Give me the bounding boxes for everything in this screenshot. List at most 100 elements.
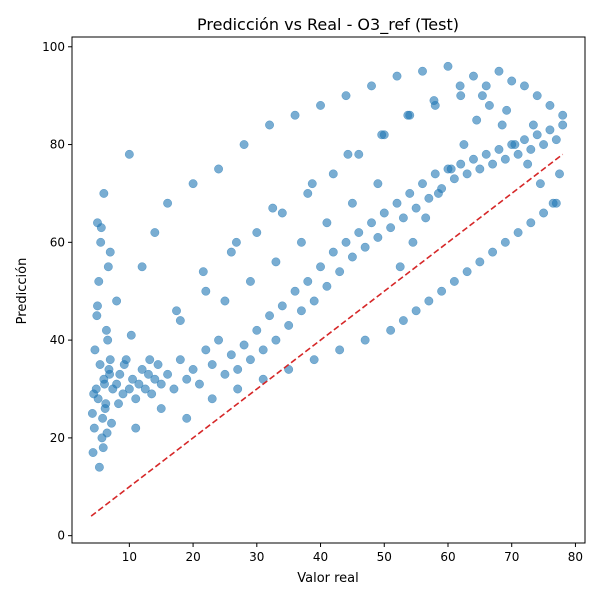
scatter-point: [392, 198, 402, 208]
x-tick-label: 60: [440, 550, 455, 564]
scatter-point: [328, 169, 338, 179]
scatter-point: [93, 301, 102, 311]
scatter-point: [140, 384, 150, 394]
scatter-point: [532, 130, 542, 140]
y-axis-ticks: 0 20 40 60 80 100: [42, 40, 72, 543]
scatter-point: [328, 247, 338, 257]
scatter-point: [220, 296, 230, 306]
scatter-point: [360, 335, 370, 345]
reference-layer: [90, 153, 564, 517]
scatter-point: [103, 262, 113, 272]
scatter-point: [175, 316, 185, 326]
points-layer: [87, 61, 568, 472]
scatter-point: [103, 335, 113, 345]
scatter-point: [497, 120, 507, 130]
scatter-point: [548, 198, 558, 208]
scatter-point: [469, 71, 478, 81]
y-tick-label: 20: [50, 431, 65, 445]
x-tick-label: 50: [377, 550, 392, 564]
scatter-point: [201, 345, 211, 355]
scatter-point: [258, 345, 268, 355]
scatter-point: [558, 120, 568, 130]
scatter-point: [105, 247, 115, 257]
scatter-point: [131, 423, 141, 433]
x-tick-label: 40: [313, 550, 328, 564]
x-tick-label: 80: [568, 550, 583, 564]
scatter-point: [343, 149, 353, 159]
scatter-point: [523, 159, 533, 169]
scatter-point: [150, 228, 160, 238]
scatter-point: [163, 198, 173, 208]
scatter-point: [386, 223, 396, 233]
scatter-point: [341, 91, 351, 101]
y-tick-label: 40: [50, 333, 65, 347]
scatter-point: [296, 306, 306, 316]
scatter-point: [545, 100, 555, 110]
scatter-point: [488, 247, 498, 257]
scatter-point: [104, 364, 114, 374]
y-tick-label: 60: [50, 235, 65, 249]
scatter-point: [188, 364, 198, 374]
scatter-point: [392, 71, 402, 81]
scatter-point: [411, 306, 421, 316]
scatter-point: [403, 110, 413, 120]
scatter-point: [367, 81, 376, 91]
scatter-point: [377, 130, 387, 140]
scatter-point: [147, 389, 157, 399]
scatter-point: [507, 76, 517, 86]
scatter-point: [100, 379, 109, 389]
scatter-point: [500, 154, 510, 164]
x-tick-label: 30: [249, 550, 264, 564]
y-tick-label: 80: [50, 138, 65, 152]
scatter-point: [88, 448, 98, 458]
scatter-point: [421, 213, 431, 223]
scatter-point: [477, 91, 487, 101]
scatter-point: [558, 110, 568, 120]
scatter-point: [500, 237, 510, 247]
scatter-point: [137, 364, 147, 374]
scatter-point: [481, 81, 491, 91]
scatter-point: [131, 394, 141, 404]
scatter-point: [102, 428, 112, 438]
scatter-point: [94, 462, 104, 472]
scatter-point: [284, 320, 294, 330]
y-tick-label: 100: [42, 40, 65, 54]
scatter-point: [214, 164, 224, 174]
scatter-point: [446, 164, 456, 174]
scatter-point: [99, 188, 109, 198]
scatter-point: [145, 355, 155, 365]
scatter-point: [443, 61, 453, 71]
scatter-point: [144, 369, 153, 379]
scatter-point: [214, 335, 224, 345]
scatter-point: [105, 355, 115, 365]
scatter-point: [119, 360, 129, 370]
x-tick-label: 10: [122, 550, 137, 564]
scatter-point: [150, 374, 160, 384]
scatter-point: [424, 296, 434, 306]
scatter-point: [526, 218, 536, 228]
reference-line: [90, 153, 564, 517]
scatter-point: [100, 404, 110, 414]
scatter-point: [469, 154, 478, 164]
scatter-point: [373, 179, 383, 189]
scatter-point: [424, 193, 434, 203]
scatter-point: [239, 340, 249, 350]
scatter-point: [335, 267, 345, 277]
scatter-point: [163, 369, 173, 379]
scatter-point: [271, 257, 281, 267]
y-axis-label: Predicción: [15, 258, 30, 325]
scatter-point: [207, 394, 217, 404]
scatter-point: [89, 423, 99, 433]
scatter-point: [347, 198, 357, 208]
scatter-point: [322, 281, 332, 291]
scatter-point: [411, 203, 421, 213]
scatter-point: [182, 374, 192, 384]
scatter-point: [455, 81, 465, 91]
scatter-point: [430, 169, 440, 179]
scatter-point: [494, 66, 504, 76]
scatter-point: [172, 306, 181, 316]
scatter-point: [481, 149, 491, 159]
scatter-point: [95, 360, 105, 370]
scatter-point: [112, 296, 122, 306]
